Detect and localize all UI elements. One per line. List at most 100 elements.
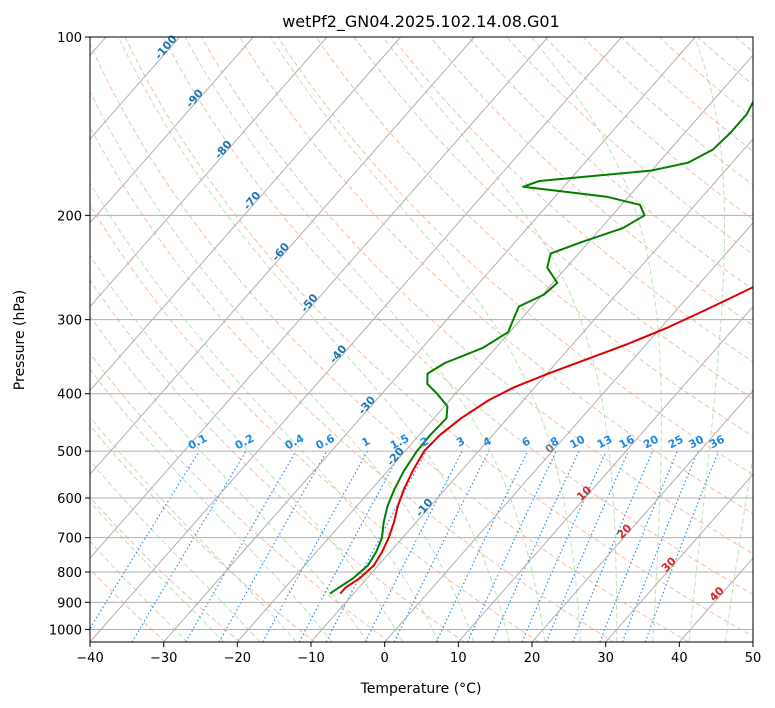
x-tick-label: 20 [524,651,541,666]
mixing-ratio-line [644,450,720,642]
isotherm [310,138,753,642]
mixing-ratio-label: 10 [568,433,588,452]
dry-adiabat [124,37,753,637]
moist-adiabat [725,454,753,642]
isotherm [90,37,622,642]
y-tick-label: 600 [57,492,82,507]
x-tick-label: −20 [224,651,251,666]
background-lines [90,37,753,642]
isotherm [531,389,753,642]
dry-adiabat-label: -70 [241,189,264,213]
dry-adiabat [90,496,241,642]
isotherm [678,557,753,642]
isotherm [752,641,753,642]
dry-adiabat [544,37,753,221]
moist-adiabat [90,315,369,642]
x-tick-label: 10 [450,651,467,666]
y-tick-label: 800 [57,566,82,581]
dry-adiabat-label: -20 [384,445,407,469]
dry-adiabat [735,37,753,53]
grid [90,37,753,642]
isotherm [457,305,753,642]
y-tick-label: 1000 [49,623,82,638]
moist-adiabat [184,37,546,642]
isotherm [90,37,475,476]
x-tick-label: 50 [745,651,762,666]
dry-adiabat [239,37,753,515]
y-tick-label: 200 [57,209,82,224]
mixing-ratio-label: 0.1 [186,432,209,453]
x-tick-label: −10 [297,651,324,666]
mixing-ratio-line [435,450,529,642]
isotherm [90,37,328,308]
mixing-ratio-label: 1 [359,434,372,449]
moist-adiabat [530,37,662,642]
mixing-ratio-line [325,450,427,642]
moist-adiabat [90,181,439,642]
axes: −40 −30 −20 −10 0 10 20 30 40 50 1000 900 800 700 600 5… [49,31,761,666]
mixing-ratio-line [572,450,654,642]
chart-title: wetPf2_GN04.2025.102.14.08.G01 [282,12,560,32]
dry-adiabat [90,424,316,642]
dry-adiabat [90,125,614,642]
dry-adiabat [353,37,753,400]
isotherm [163,37,696,642]
dry-adiabat [620,37,753,152]
isotherm [90,37,180,140]
mixing-ratio-line [262,450,369,642]
mixing-ratio-label: 13 [595,433,615,452]
y-tick-label: 900 [57,596,82,611]
mixing-ratio-label: 30 [686,433,706,452]
moist-adiabat [90,540,188,642]
dry-adiabat [468,37,753,291]
series-layer [329,99,753,595]
moist-adiabat-label: 40 [707,584,727,604]
mixing-ratio-line [466,450,557,642]
x-tick-label: −30 [150,651,177,666]
isotherm [90,37,401,392]
dry-adiabat-label: -40 [327,342,350,366]
mixing-ratio-line [393,450,490,642]
x-axis-label: Temperature (°C) [360,681,482,697]
dry-adiabat [90,42,689,642]
dry-adiabat-label: -50 [298,291,321,315]
mixing-ratio-line [491,450,580,642]
moist-adiabat [270,37,582,642]
isotherm [605,473,753,642]
dewpoint-profile [329,99,753,595]
mixing-ratio-line [185,450,297,642]
x-tick-label: 40 [671,651,688,666]
moist-adiabat [90,368,333,642]
dry-adiabat [658,37,753,119]
dry-adiabat [90,204,540,642]
y-tick-label: 500 [57,445,82,460]
moist-adiabat [688,37,726,642]
dry-adiabat [277,37,753,476]
mixing-ratio-label: 6 [520,434,533,449]
dry-adiabat [90,352,390,642]
dry-adiabat [90,279,465,642]
dry-adiabat-label: -30 [355,393,378,417]
dry-adiabat-label: -90 [183,86,206,110]
temperature-profile [339,286,753,595]
moist-adiabat [382,37,618,642]
y-tick-label: 300 [57,314,82,329]
mixing-ratio-label: 3 [454,434,467,449]
x-tick-label: −40 [76,651,103,666]
moist-adiabat [118,37,510,642]
moist-adiabat-label: 20 [614,521,634,541]
mixing-ratio-label: 20 [641,433,661,452]
mixing-ratio-line [90,450,200,630]
mixing-ratio-label: 0.2 [233,432,256,453]
dry-adiabat [162,37,753,596]
dry-adiabat [391,37,753,363]
moist-adiabat-label: 10 [574,483,594,503]
mixing-ratio-line [131,450,247,642]
mixing-ratio-line [298,450,402,642]
mixing-ratio-label: 36 [707,432,727,451]
x-tick-label: 30 [597,651,614,666]
y-tick-label: 700 [57,532,82,547]
mixing-ratio-label: 16 [617,433,637,452]
y-tick-label: 100 [57,31,82,46]
